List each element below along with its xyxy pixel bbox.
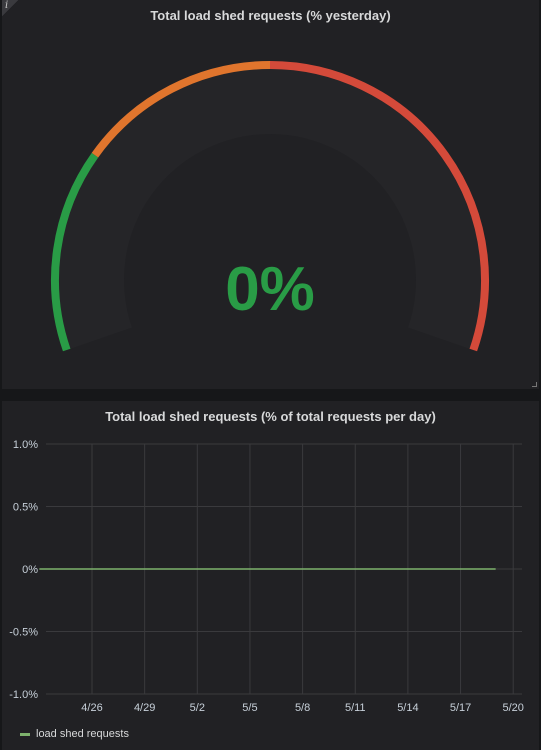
- info-icon[interactable]: i: [2, 0, 18, 16]
- x-tick-label: 5/11: [345, 702, 366, 714]
- legend-swatch: [20, 732, 30, 736]
- x-tick-label: 4/26: [81, 702, 102, 714]
- legend: load shed requests: [20, 728, 129, 740]
- x-tick-label: 5/8: [295, 702, 310, 714]
- gauge-threshold-band-1: [91, 61, 271, 158]
- x-tick-label: 5/17: [450, 702, 471, 714]
- gauge: 0%: [51, 61, 489, 352]
- y-tick-label: 0.5%: [13, 502, 38, 514]
- y-tick-label: -0.5%: [9, 627, 38, 639]
- gauge-panel: i Total load shed requests (% yesterday)…: [2, 0, 539, 389]
- gauge-threshold-band-2: [269, 61, 489, 352]
- x-tick-label: 5/5: [242, 702, 257, 714]
- x-tick-label: 5/20: [502, 702, 523, 714]
- gauge-threshold-band-0: [51, 152, 99, 352]
- x-tick-label: 5/2: [190, 702, 205, 714]
- y-tick-label: -1.0%: [9, 689, 38, 701]
- gauge-track: [58, 69, 481, 349]
- graph-panel-title[interactable]: Total load shed requests (% of total req…: [105, 409, 436, 424]
- resize-handle[interactable]: [532, 382, 537, 387]
- graph-panel: Total load shed requests (% of total req…: [2, 401, 539, 750]
- legend-label[interactable]: load shed requests: [36, 728, 129, 740]
- x-tick-label: 5/14: [397, 702, 418, 714]
- line-chart: 1.0% 0.5% 0% -0.5% -1.0% 4/26 4/29 5/2 5/5 5/8 5/1…: [9, 439, 524, 714]
- x-tick-label: 4/29: [134, 702, 155, 714]
- y-tick-label: 1.0%: [13, 439, 38, 451]
- y-tick-label: 0%: [22, 564, 38, 576]
- gauge-panel-title[interactable]: Total load shed requests (% yesterday): [150, 8, 391, 23]
- gauge-value: 0%: [225, 255, 315, 324]
